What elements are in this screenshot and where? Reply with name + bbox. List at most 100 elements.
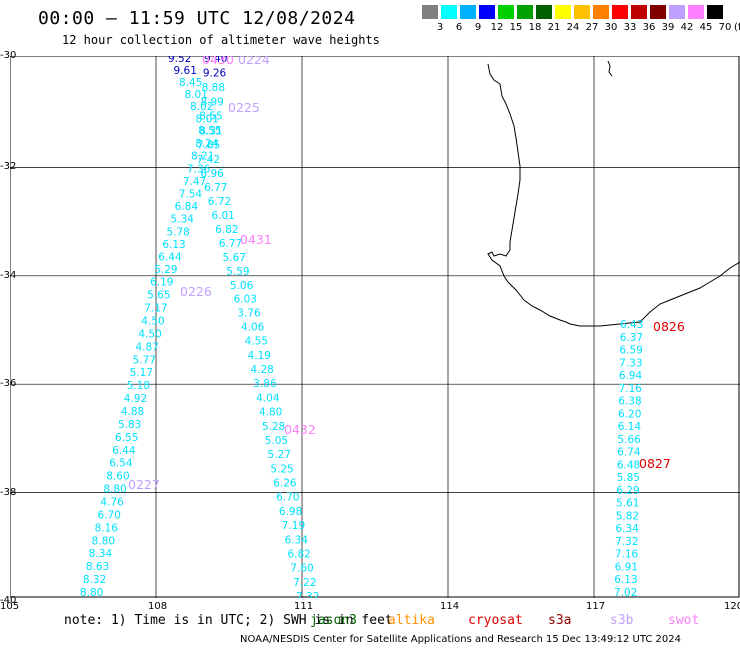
legend-unit: (ft) [734,22,740,33]
wave-height-value: 8.45 [179,77,202,89]
wave-height-value: 3.86 [253,378,277,390]
wave-height-value: 7.85 [197,140,220,152]
pass-time-label: 0224 [238,56,270,67]
wave-height-value: 8.02 [190,101,213,113]
legend-tick: 39 [661,22,675,33]
pass-time-label: 0430 [202,56,234,67]
wave-height-value: 4.50 [138,328,161,340]
legend-swatch [555,5,571,19]
map-frame [10,56,740,598]
pass-time-label: 0827 [639,456,671,471]
wave-height-value: 5.34 [171,214,195,226]
wave-height-value: 6.84 [175,201,199,213]
wave-height-value: 8.31 [199,125,222,137]
legend-tick: 33 [623,22,637,33]
wave-height-value: 6.01 [211,210,234,222]
wave-height-value: 8.16 [95,522,119,534]
wave-height-value: 7.17 [144,303,167,315]
wave-height-value: 8.21 [191,151,214,163]
legend-swatch [441,5,457,19]
wave-height-value: 6.72 [208,196,231,208]
wave-height-value: 6.44 [158,252,182,264]
wave-height-value: 6.55 [115,432,138,444]
wave-height-value: 6.44 [112,445,136,457]
legend-swatch [517,5,533,19]
wave-height-value: 6.20 [618,408,641,420]
wave-height-value: 9.61 [174,65,197,77]
legend-tick: 18 [528,22,542,33]
pass-time-label: 0227 [128,477,160,492]
wave-height-value: 5.25 [270,463,293,475]
satellite-label: s3a [548,613,572,628]
legend-swatch [460,5,476,19]
satellite-label: jason3 [310,613,357,628]
wave-height-value: 8.99 [200,96,223,108]
legend-tick: 27 [585,22,599,33]
wave-height-value: 8.55 [199,111,222,123]
wave-height-value: 5.06 [230,280,254,292]
wave-height-value: 6.14 [618,421,642,433]
wave-height-value: 7.54 [179,188,203,200]
legend-tick: 6 [455,22,463,33]
wave-height-value: 7.19 [282,520,305,532]
chart-title: 00:00 – 11:59 UTC 12/08/2024 [38,8,356,29]
wave-height-value: 6.70 [98,509,121,521]
wave-height-value: 5.59 [226,266,249,278]
wave-height-value: 5.77 [133,354,156,366]
wave-height-value: 8.01 [196,113,219,125]
footer-note: note: 1) Time is in UTC; 2) SWH is in fe… [64,613,393,628]
lon-label: 120 [724,601,740,612]
wave-height-value: 5.28 [262,421,285,433]
legend-swatch [612,5,628,19]
legend-tick: 30 [604,22,618,33]
wave-height-value: 5.18 [127,380,150,392]
wave-height-value: 7.16 [615,549,639,561]
wave-height-value: 4.50 [141,315,164,327]
pass-time-label: 0431 [240,232,272,247]
wave-height-value: 6.03 [234,294,257,306]
wave-height-value: 5.66 [617,434,641,446]
wave-height-value: 6.74 [617,447,641,459]
wave-height-value: 4.19 [248,350,271,362]
wave-height-value: 8.80 [80,587,103,598]
wave-height-value: 6.26 [273,478,297,490]
wave-height-value: 8.80 [103,484,126,496]
wave-height-value: 6.98 [279,506,302,518]
australia-coastline [487,60,740,327]
wave-height-value: 8.80 [92,535,115,547]
wave-height-value: 7.32 [615,536,638,548]
legend-tick: 9 [474,22,482,33]
legend-swatch [593,5,609,19]
coastline-path [487,63,740,327]
wave-height-value: 5.83 [118,419,141,431]
wave-height-value: 6.96 [200,168,224,180]
wave-height-value: 7.42 [197,154,220,166]
wave-height-value: 6.59 [619,345,642,357]
pass-time-label: 0225 [228,100,260,115]
wave-height-value: 8.01 [185,89,208,101]
lat-label: -36 [0,378,17,390]
wave-height-value: 5.78 [166,226,189,238]
legend-swatch [669,5,685,19]
wave-height-value: 6.38 [618,396,641,408]
legend-tick: 21 [547,22,561,33]
chart-subtitle: 12 hour collection of altimeter wave hei… [62,33,380,47]
wave-height-value: 5.29 [154,264,177,276]
wave-height-value: 6.82 [287,548,310,560]
wave-height-value: 7.33 [619,357,642,369]
wave-height-value: 6.82 [215,224,238,236]
legend-swatch [479,5,495,19]
wave-height-value: 6.77 [204,182,227,194]
wave-height-value: 6.48 [617,459,640,471]
lat-label: -34 [0,269,17,281]
wave-height-value: 9.26 [203,67,227,79]
pass-time-label: 0432 [284,422,316,437]
wave-height-value: 5.85 [617,472,640,484]
island-path [607,60,613,77]
wave-height-value: 8.63 [86,561,109,573]
wave-height-value: 7.16 [619,383,643,395]
wave-height-value: 6.29 [616,485,639,497]
legend-tick: 42 [680,22,694,33]
wave-height-value: 6.94 [619,370,643,382]
wave-height-value: 8.24 [195,138,219,150]
